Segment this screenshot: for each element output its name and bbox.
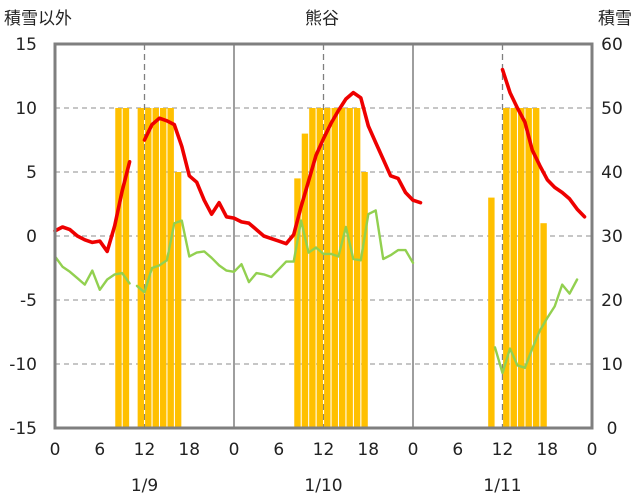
snow-bar xyxy=(167,108,174,428)
y-right-tick-label: 30 xyxy=(601,227,623,247)
y-right-tick-label: 60 xyxy=(601,35,623,55)
x-tick-label: 12 xyxy=(134,440,156,460)
x-tick-label: 6 xyxy=(452,440,463,460)
snow-bar xyxy=(115,108,122,428)
y-left-tick-label: -5 xyxy=(20,291,37,311)
y-right-tick-label: 0 xyxy=(607,419,618,439)
y-left-tick-label: -15 xyxy=(9,419,37,439)
snow-bar xyxy=(122,108,130,428)
snow-bar xyxy=(152,108,159,428)
green-series-line xyxy=(53,255,131,291)
day-label: 1/10 xyxy=(304,476,342,496)
snow-bar xyxy=(510,108,517,428)
snow-bar xyxy=(503,108,510,428)
plot-frame xyxy=(53,42,594,430)
snow-bar xyxy=(294,178,301,428)
snow-bar xyxy=(324,108,331,428)
x-tick-label: 0 xyxy=(408,440,419,460)
y-right-tick-label: 40 xyxy=(601,163,623,183)
snow-bar xyxy=(309,108,316,428)
snow-bar xyxy=(339,108,346,428)
y-left-tick-label: 15 xyxy=(15,35,37,55)
day-label: 1/11 xyxy=(483,476,521,496)
snow-bar xyxy=(301,133,309,428)
snow-bar xyxy=(174,172,182,428)
right-axis-title: 積雪 xyxy=(598,9,632,29)
y-left-tick-label: -10 xyxy=(9,355,37,375)
x-tick-label: 6 xyxy=(94,440,105,460)
snow-bar xyxy=(518,108,525,428)
left-axis-title: 積雪以外 xyxy=(4,9,72,29)
y-left-tick-label: 10 xyxy=(15,99,37,119)
snow-bar xyxy=(160,108,167,428)
red-series-line xyxy=(142,90,423,246)
x-tick-label: 12 xyxy=(313,440,335,460)
snow-bar xyxy=(532,108,540,428)
snow-bar xyxy=(346,108,353,428)
snow-bar xyxy=(137,108,145,428)
snow-bar xyxy=(316,108,324,428)
x-tick-label: 18 xyxy=(178,440,200,460)
day-label: 1/9 xyxy=(131,476,158,496)
x-tick-label: 18 xyxy=(357,440,379,460)
x-tick-label: 0 xyxy=(229,440,240,460)
x-tick-label: 12 xyxy=(492,440,514,460)
snow-bar xyxy=(331,108,338,428)
y-right-tick-label: 50 xyxy=(601,99,623,119)
x-tick-label: 0 xyxy=(50,440,61,460)
y-left-tick-label: 0 xyxy=(26,227,37,247)
x-tick-label: 18 xyxy=(536,440,558,460)
y-right-tick-label: 10 xyxy=(601,355,623,375)
snow-depth-bars xyxy=(115,108,547,428)
snow-bar xyxy=(488,197,495,428)
green-series-line xyxy=(493,278,579,375)
y-left-tick-label: 5 xyxy=(26,163,37,183)
y-right-tick-label: 20 xyxy=(601,291,623,311)
x-tick-label: 6 xyxy=(273,440,284,460)
red-series-line xyxy=(500,67,587,219)
snow-bar xyxy=(361,172,368,428)
chart-title: 熊谷 xyxy=(305,9,339,29)
green-series-line xyxy=(135,209,415,294)
x-tick-label: 0 xyxy=(587,440,598,460)
snow-bar xyxy=(525,108,532,428)
grid-lines xyxy=(55,44,592,428)
red-series-line xyxy=(53,160,132,254)
snow-bar xyxy=(353,108,361,428)
snow-bar xyxy=(145,108,152,428)
